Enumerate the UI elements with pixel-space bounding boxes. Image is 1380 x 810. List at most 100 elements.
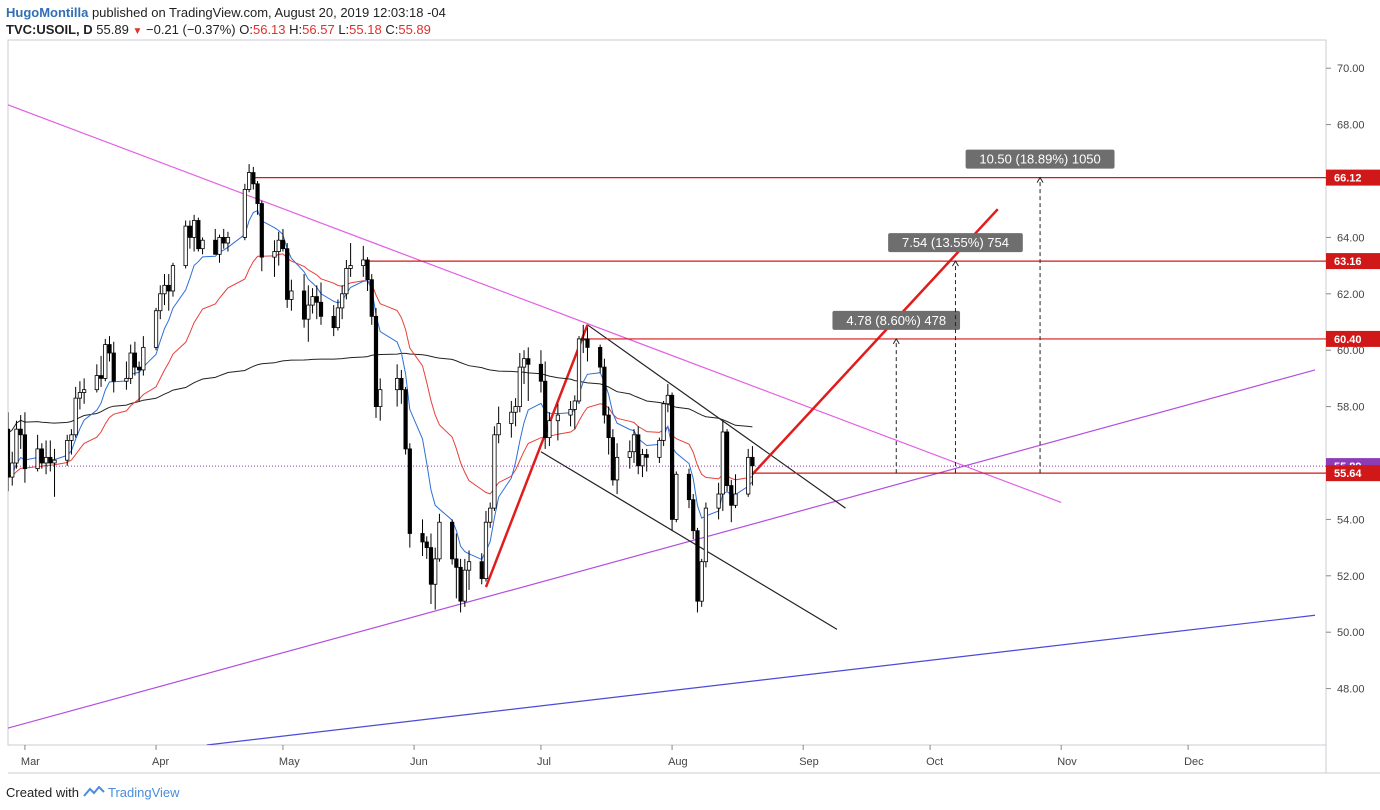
candle-body[interactable]: [14, 428, 19, 464]
candle-body[interactable]: [221, 236, 226, 244]
candle-body[interactable]: [285, 248, 290, 300]
candle-body[interactable]: [170, 265, 176, 292]
candle-body[interactable]: [276, 239, 281, 252]
candle-body[interactable]: [585, 338, 590, 348]
candle-body[interactable]: [483, 521, 489, 580]
candle-body[interactable]: [255, 183, 260, 204]
candle-body[interactable]: [614, 456, 620, 481]
candle-body[interactable]: [674, 473, 679, 520]
candle-body[interactable]: [399, 377, 404, 391]
candle-body[interactable]: [280, 239, 286, 250]
candle-body[interactable]: [361, 259, 366, 266]
candle-body[interactable]: [669, 394, 675, 520]
candle-body[interactable]: [331, 315, 336, 329]
candle-body[interactable]: [373, 315, 379, 407]
candle-body[interactable]: [128, 352, 133, 379]
candle-body[interactable]: [259, 203, 264, 258]
candle-body[interactable]: [217, 236, 222, 255]
symbol-label[interactable]: TVC:USOIL, D: [6, 22, 93, 37]
candle-body[interactable]: [301, 290, 307, 320]
candle-body[interactable]: [314, 296, 319, 303]
trendline-ascending-support[interactable]: [8, 369, 1316, 729]
candle-body[interactable]: [462, 569, 467, 602]
candle-body[interactable]: [395, 377, 400, 391]
candle-body[interactable]: [124, 377, 129, 382]
candle-body[interactable]: [48, 456, 53, 464]
candle-body[interactable]: [513, 406, 518, 413]
candle-body[interactable]: [318, 301, 324, 317]
candle-body[interactable]: [572, 400, 577, 410]
candle-body[interactable]: [365, 259, 370, 281]
candle-body[interactable]: [581, 338, 586, 341]
candle-body[interactable]: [691, 499, 696, 532]
candle-body[interactable]: [598, 346, 603, 368]
trendline-descending-resistance[interactable]: [8, 104, 1062, 504]
candle-body[interactable]: [466, 561, 472, 571]
candle-body[interactable]: [636, 434, 641, 467]
candle-body[interactable]: [424, 541, 429, 549]
candle-body[interactable]: [162, 284, 167, 295]
candle-body[interactable]: [52, 459, 57, 464]
candle-body[interactable]: [111, 352, 116, 382]
candle-body[interactable]: [35, 448, 40, 470]
candle-body[interactable]: [699, 561, 704, 602]
candle-body[interactable]: [6, 428, 11, 478]
candle-body[interactable]: [420, 533, 425, 543]
candle-body[interactable]: [661, 403, 666, 441]
candle-body[interactable]: [750, 456, 755, 467]
candle-body[interactable]: [213, 239, 218, 255]
candle-body[interactable]: [107, 344, 112, 354]
candle-body[interactable]: [39, 448, 44, 464]
candle-body[interactable]: [77, 392, 83, 399]
candle-body[interactable]: [547, 420, 552, 439]
trendline-projection[interactable]: [751, 208, 999, 476]
candle-body[interactable]: [606, 414, 611, 439]
candle-body[interactable]: [196, 220, 201, 250]
candle-body[interactable]: [132, 352, 137, 368]
candle-body[interactable]: [310, 296, 315, 306]
candle-body[interactable]: [22, 434, 28, 470]
candle-body[interactable]: [272, 251, 277, 258]
candle-body[interactable]: [10, 462, 15, 478]
candle-body[interactable]: [521, 358, 527, 368]
candle-body[interactable]: [251, 172, 256, 185]
candle-body[interactable]: [166, 284, 171, 292]
candle-body[interactable]: [450, 521, 455, 560]
candle-body[interactable]: [18, 428, 23, 436]
candle-body[interactable]: [454, 558, 459, 568]
candle-body[interactable]: [746, 456, 751, 495]
candle-body[interactable]: [428, 547, 434, 585]
candle-body[interactable]: [65, 440, 70, 461]
candle-body[interactable]: [153, 310, 159, 348]
candle-body[interactable]: [509, 411, 514, 424]
tradingview-logo-icon[interactable]: [82, 785, 108, 800]
candle-body[interactable]: [158, 293, 163, 312]
candle-body[interactable]: [543, 380, 548, 439]
candle-body[interactable]: [492, 434, 497, 509]
candle-body[interactable]: [488, 507, 493, 523]
candle-body[interactable]: [733, 493, 738, 506]
candle-body[interactable]: [433, 558, 438, 585]
candle-body[interactable]: [665, 394, 670, 405]
candle-body[interactable]: [183, 225, 188, 266]
candle-body[interactable]: [458, 566, 463, 602]
trendline-long-term-support[interactable]: [206, 614, 1316, 745]
candle-body[interactable]: [517, 366, 522, 407]
candle-body[interactable]: [344, 268, 349, 295]
candle-body[interactable]: [729, 485, 734, 506]
candle-body[interactable]: [98, 375, 104, 379]
plot-pane[interactable]: 4.78 (8.60%) 478 7.54 (13.55%) 754 10.50 (…: [6, 104, 1326, 745]
candle-body[interactable]: [141, 346, 146, 371]
candle-body[interactable]: [94, 375, 99, 391]
trendline-flagpole[interactable]: [484, 324, 589, 588]
candle-body[interactable]: [137, 366, 142, 371]
candle-body[interactable]: [602, 366, 607, 416]
candle-body[interactable]: [378, 389, 383, 407]
candle-body[interactable]: [407, 448, 412, 534]
candle-body[interactable]: [610, 437, 615, 481]
candle-body[interactable]: [496, 423, 501, 436]
candle-body[interactable]: [82, 389, 87, 393]
candle-body[interactable]: [335, 307, 341, 329]
candle-body[interactable]: [720, 431, 725, 495]
